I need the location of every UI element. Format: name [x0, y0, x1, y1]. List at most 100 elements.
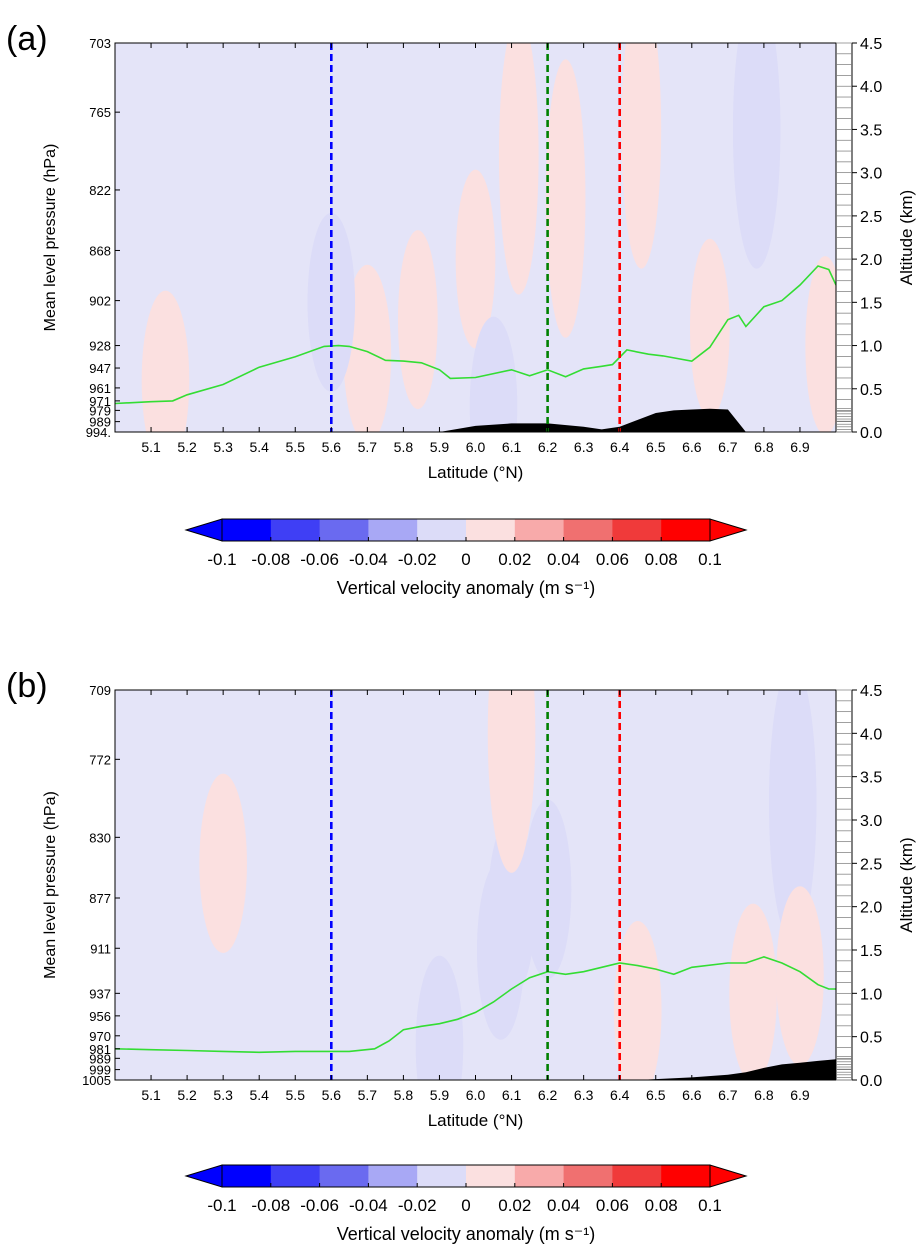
- altitude-tick-label: 2.0: [860, 252, 882, 269]
- anomaly-contour: [768, 690, 817, 943]
- colorbar-swatch: [612, 1165, 662, 1187]
- x-tick-label: 6.4: [610, 439, 630, 455]
- left-axis-label: Mean level pressure (hPa): [42, 791, 59, 979]
- colorbar-tick-label: 0.1: [698, 550, 722, 569]
- anomaly-contour: [487, 690, 536, 873]
- colorbar-tick-label: 0.02: [498, 550, 531, 569]
- colorbar-swatch: [222, 1165, 272, 1187]
- x-tick-label: 6.4: [610, 1087, 630, 1103]
- altitude-tick-label: 2.5: [860, 209, 882, 226]
- x-tick-label: 5.5: [286, 1087, 306, 1103]
- x-tick-label: 6.9: [790, 439, 810, 455]
- altitude-tick-label: 0.0: [860, 1073, 882, 1090]
- x-tick-label: 5.6: [322, 1087, 342, 1103]
- anomaly-contour: [613, 920, 662, 1080]
- pressure-tick-label: 989: [89, 1051, 111, 1066]
- anomaly-contour: [487, 816, 536, 997]
- anomaly-contour: [621, 43, 662, 269]
- colorbar-swatch: [368, 519, 418, 541]
- altitude-tick-label: 2.5: [860, 856, 882, 873]
- colorbar-tick-label: -0.06: [300, 550, 339, 569]
- altitude-tick-label: 0.5: [860, 382, 882, 399]
- pressure-tick-label: 772: [89, 752, 111, 767]
- plot-area: [115, 690, 836, 1080]
- colorbar-swatch: [222, 519, 272, 541]
- colorbar-swatch: [661, 519, 711, 541]
- colorbar-tick-label: 0.02: [498, 1196, 531, 1215]
- x-tick-label: 5.9: [430, 1087, 450, 1103]
- x-tick-label: 5.6: [322, 439, 342, 455]
- colorbar-tick-label: -0.02: [398, 1196, 437, 1215]
- x-tick-label: 5.2: [177, 439, 197, 455]
- x-tick-label: 6.0: [466, 439, 486, 455]
- x-tick-label: 5.7: [358, 1087, 378, 1103]
- anomaly-contour: [545, 59, 586, 338]
- altitude-tick-label: 3.0: [860, 166, 882, 183]
- x-tick-label: 5.2: [177, 1087, 197, 1103]
- pressure-tick-label: 877: [89, 891, 111, 906]
- pressure-tick-label: 868: [89, 243, 111, 258]
- colorbar-extend-high: [709, 518, 748, 542]
- colorbar-swatch: [319, 1165, 369, 1187]
- x-tick-label: 6.6: [682, 439, 702, 455]
- x-tick-label: 6.1: [502, 1087, 522, 1103]
- colorbar-swatch: [466, 1165, 516, 1187]
- plot-area: [115, 43, 836, 432]
- x-tick-label: 5.5: [286, 439, 306, 455]
- colorbar-swatch: [417, 519, 467, 541]
- colorbar-tick-label: -0.08: [251, 550, 290, 569]
- x-tick-label: 5.4: [249, 439, 269, 455]
- altitude-tick-label: 4.5: [860, 683, 882, 700]
- pressure-tick-label: 971: [89, 394, 111, 409]
- pressure-tick-label: 956: [89, 1009, 111, 1024]
- anomaly-contour: [776, 886, 824, 1066]
- x-tick-label: 6.5: [646, 439, 666, 455]
- colorbar-tick-label: 0.06: [596, 1196, 629, 1215]
- colorbar-tick-label: 0.1: [698, 1196, 722, 1215]
- colorbar-tick-label: 0.08: [645, 1196, 678, 1215]
- pressure-tick-label: 911: [90, 941, 111, 956]
- panel-label: (a): [6, 20, 48, 58]
- colorbar-extend-high: [709, 1164, 748, 1188]
- anomaly-contour: [141, 290, 190, 432]
- colorbar-swatch: [563, 519, 613, 541]
- pressure-tick-label: 994.: [86, 425, 111, 440]
- pressure-tick-label: 979: [89, 403, 111, 418]
- x-tick-label: 6.9: [790, 1087, 810, 1103]
- boundary-layer-line: [115, 265, 836, 405]
- colorbar-tick-label: -0.1: [207, 550, 236, 569]
- pressure-tick-label: 947: [89, 361, 111, 376]
- pressure-tick-label: 822: [89, 183, 111, 198]
- boundary-layer-line: [115, 956, 836, 1054]
- colorbar-tick-label: -0.04: [349, 1196, 388, 1215]
- colorbar-swatch: [563, 1165, 613, 1187]
- x-tick-label: 6.7: [718, 439, 738, 455]
- x-tick-label: 5.3: [213, 439, 233, 455]
- x-tick-label: 6.2: [538, 439, 558, 455]
- colorbar-swatch: [368, 1165, 418, 1187]
- x-tick-label: 6.5: [646, 1087, 666, 1103]
- colorbar-label: Vertical velocity anomaly (m s⁻¹): [337, 1224, 596, 1244]
- pressure-tick-label: 1005: [82, 1073, 111, 1088]
- altitude-tick-label: 1.0: [860, 339, 882, 356]
- altitude-tick-label: 0.0: [860, 425, 882, 442]
- colorbar-tick-label: -0.06: [300, 1196, 339, 1215]
- altitude-tick-label: 1.0: [860, 986, 882, 1003]
- pressure-tick-label: 970: [89, 1029, 111, 1044]
- pressure-tick-label: 981: [89, 1042, 111, 1057]
- panel-b: (b) 5.1 5.2 5.3 5.4 5.5 5.6 5.7 5.8 5.9 6.0 6.1 6.2 6…: [6, 667, 916, 1244]
- colorbar-swatch: [270, 519, 321, 541]
- colorbar-tick-label: -0.04: [349, 550, 388, 569]
- x-axis-label: Latitude (°N): [428, 1111, 524, 1130]
- altitude-tick-label: 2.0: [860, 900, 882, 917]
- x-tick-label: 5.9: [430, 439, 450, 455]
- terrain-fill: [439, 408, 746, 432]
- x-tick-label: 6.1: [502, 439, 522, 455]
- anomaly-contour: [729, 903, 777, 1080]
- pressure-tick-label: 703: [89, 36, 111, 51]
- altitude-tick-label: 4.0: [860, 726, 882, 743]
- colorbar-tick-label: -0.08: [251, 1196, 290, 1215]
- altitude-tick-label: 4.0: [860, 79, 882, 96]
- x-tick-label: 5.8: [394, 439, 414, 455]
